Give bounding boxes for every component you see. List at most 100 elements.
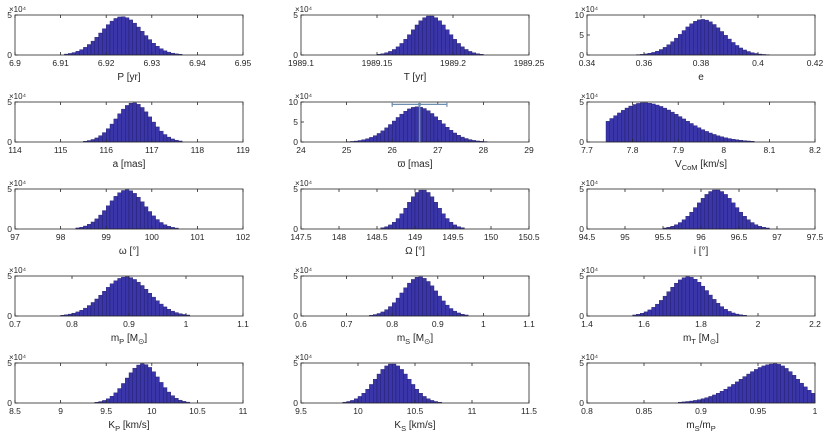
axes-box [14, 188, 244, 230]
histogram-bar [628, 105, 633, 143]
histogram-bar [727, 386, 732, 404]
histogram-bar [403, 287, 408, 317]
histogram-bar [704, 290, 709, 317]
histogram-bar [170, 395, 175, 404]
histogram-bar [113, 196, 118, 230]
histogram-bar [433, 116, 438, 143]
x-tick-label: 1989.15 [362, 58, 393, 68]
histogram-panel: 147.5 148 148.5 149 149.5 150 150.5 0 5×10⁴ Ω [°] [290, 179, 540, 257]
y-tick-label: 5 [293, 117, 298, 127]
histogram-bar [132, 367, 137, 404]
histogram-bar [708, 294, 713, 317]
histogram-panel: 94.5 95 95.5 96 96.5 97 97.5 0 5×10⁴ i [°] [579, 179, 824, 257]
histogram-bar [411, 384, 416, 404]
x-tick-label: 0.8 [581, 406, 593, 416]
histogram-bar [754, 224, 759, 230]
histogram-bar [124, 17, 130, 56]
histogram-bar [94, 37, 99, 56]
axes-box [586, 101, 816, 143]
y-tick-label: 5 [7, 184, 12, 194]
histogram-bar [155, 300, 160, 317]
x-tick-label: 10 [147, 406, 157, 416]
y-tick-label: 0 [579, 224, 584, 234]
histogram-bar [403, 39, 408, 56]
histogram-bar [681, 219, 686, 230]
histogram-bar [807, 390, 812, 404]
histogram-bar [445, 127, 450, 143]
histogram-bar [795, 379, 800, 404]
x-axis-label: mS​ [M⊙​] [397, 333, 434, 346]
histogram-bar [392, 302, 397, 317]
histogram-bar [723, 35, 728, 56]
histogram-bar [689, 211, 694, 230]
histogram-bar [693, 207, 698, 230]
histogram-bar [647, 103, 652, 143]
histogram-bar [98, 32, 103, 56]
histogram-bar [117, 192, 122, 230]
histogram-bar [727, 138, 732, 143]
histogram-bar [140, 201, 145, 230]
histogram-bar [159, 303, 164, 317]
histogram-bar [403, 207, 408, 230]
histogram-bar [655, 303, 660, 317]
histogram-bar [395, 218, 400, 230]
histogram-bar [140, 107, 145, 143]
x-tick-label: 0.38 [693, 58, 710, 68]
histogram-bar [727, 198, 732, 230]
y-tick-label: 0 [293, 50, 298, 60]
histogram-bar [666, 291, 671, 317]
x-tick-label: 25 [342, 145, 352, 155]
histogram-bar [613, 115, 618, 143]
histogram-bar [388, 124, 393, 143]
histogram-bar [86, 305, 92, 317]
histogram-bar [83, 47, 88, 56]
histogram-bar [403, 110, 408, 143]
histogram-bar [140, 363, 145, 404]
y-multiplier-label: ×10⁴ [9, 92, 27, 101]
histogram-bar [674, 114, 679, 143]
histogram-bar [376, 373, 381, 404]
y-tick-label: 0 [7, 50, 12, 60]
y-multiplier-label: ×10⁴ [9, 266, 27, 275]
histogram-bar [704, 194, 709, 230]
histogram-bar [399, 369, 404, 404]
histogram-bar [609, 118, 614, 143]
histogram-bar [433, 17, 438, 56]
histogram-bar [399, 43, 404, 56]
histogram-bar [742, 49, 747, 56]
histogram-bar [162, 387, 168, 404]
histogram-bar [147, 293, 152, 317]
x-tick-label: 147.5 [290, 232, 312, 242]
histogram-bar [380, 369, 385, 404]
x-tick-label: 150 [484, 232, 498, 242]
histogram-bar [452, 310, 457, 317]
histogram-panel: 24 25 26 27 28 29 0 5 10×10⁴ ϖ [mas] [289, 92, 534, 170]
histogram-bar [369, 137, 374, 143]
x-tick-label: 10 [353, 406, 363, 416]
histogram-bar [700, 285, 705, 317]
y-tick-label: 0 [579, 398, 584, 408]
histogram-bar [414, 388, 419, 404]
axes-box [14, 362, 244, 404]
y-tick-label: 5 [579, 30, 584, 40]
histogram-bar [90, 221, 95, 230]
histogram-bar [456, 312, 461, 317]
histogram-bar [769, 363, 774, 404]
histogram-bar [621, 110, 626, 143]
histogram-bar [170, 138, 175, 143]
histogram-bar [75, 311, 80, 317]
histogram-bar [113, 18, 118, 56]
histogram-bar [178, 399, 183, 404]
histogram-bar [124, 377, 130, 404]
x-axis-label: mP​ [M⊙​] [111, 333, 148, 346]
histogram-panel: 9.5 10 10.5 11 11.5 0 5×10⁴ KS​ [km/s] [293, 353, 537, 431]
y-tick-label: 0 [7, 398, 12, 408]
histogram-bar [147, 211, 152, 230]
histogram-bar [418, 276, 423, 317]
histogram-bar [689, 277, 694, 317]
y-tick-label: 5 [7, 10, 12, 20]
histogram-bar [697, 202, 702, 230]
histogram-bar [422, 278, 427, 317]
histogram-bar [109, 123, 114, 143]
x-tick-label: 0.8 [66, 319, 78, 329]
